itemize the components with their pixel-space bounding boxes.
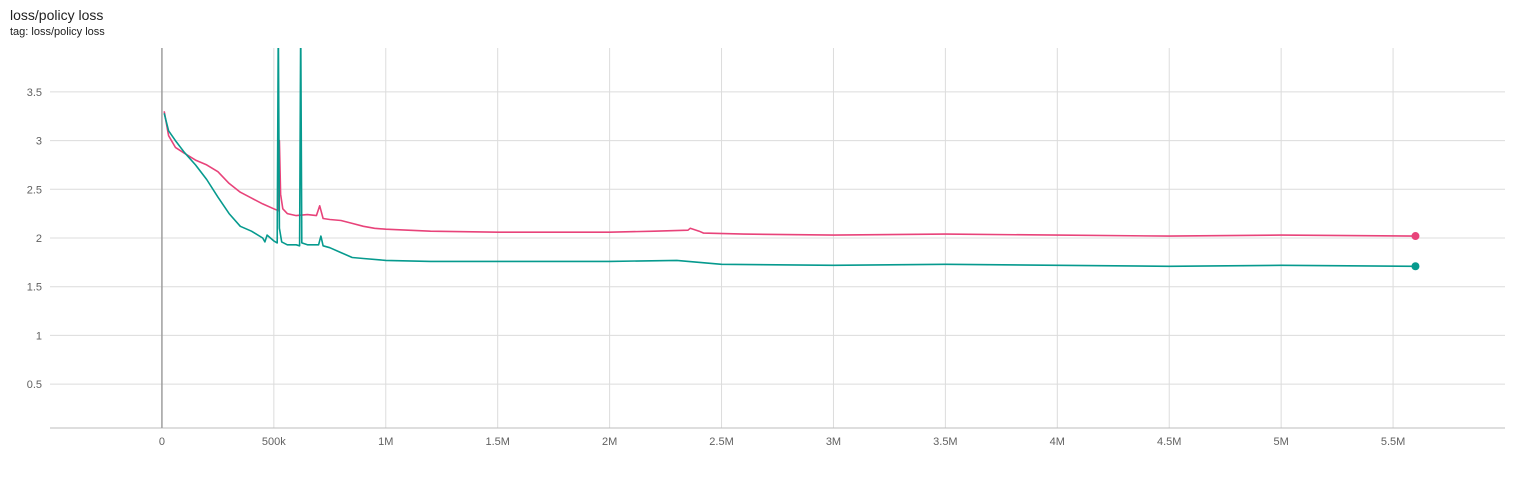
y-tick-label: 2	[36, 233, 42, 245]
x-tick-label: 0	[159, 436, 165, 448]
grid-lines	[50, 48, 1505, 428]
series-end-point-2[interactable]	[1411, 262, 1420, 271]
series-end-point-1[interactable]	[1411, 232, 1420, 241]
x-tick-label: 1M	[378, 436, 393, 448]
y-tick-label: 2.5	[27, 184, 42, 196]
y-tick-label: 1	[36, 330, 42, 342]
axes	[50, 48, 1505, 429]
x-tick-label: 2.5M	[709, 436, 733, 448]
tick-labels: 0.5 1 1.5 2 2.5 3 3.5 0 500k 1M 1.5M 2M 2.5M 3M 3.5M 4M…	[27, 87, 1406, 448]
series-group	[163, 24, 1416, 268]
y-tick-label: 3	[36, 136, 42, 148]
x-tick-label: 3.5M	[933, 436, 957, 448]
x-tick-label: 3M	[826, 436, 841, 448]
x-tick-label: 1.5M	[485, 436, 509, 448]
y-tick-label: 3.5	[27, 87, 42, 99]
y-tick-label: 1.5	[27, 282, 42, 294]
chart-tag: tag: loss/policy loss	[10, 26, 105, 38]
end-markers	[1411, 232, 1420, 271]
x-tick-label: 4M	[1050, 436, 1065, 448]
x-tick-label: 2M	[602, 436, 617, 448]
series-line-2[interactable]	[163, 24, 1416, 268]
chart-title: loss/policy loss	[10, 7, 104, 23]
x-tick-label: 500k	[262, 436, 286, 448]
series-line-1[interactable]	[163, 111, 1416, 237]
x-tick-label: 5M	[1274, 436, 1289, 448]
x-tick-label: 4.5M	[1157, 436, 1181, 448]
y-tick-label: 0.5	[27, 379, 42, 391]
x-tick-label: 5.5M	[1381, 436, 1405, 448]
